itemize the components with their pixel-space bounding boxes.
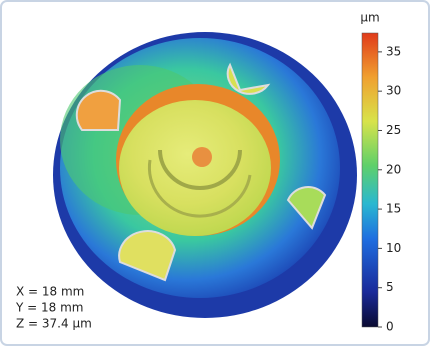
tick-label: 0 <box>386 320 394 334</box>
annotation: Z = 37.4 µm <box>16 317 92 331</box>
tick-label: 30 <box>386 84 401 98</box>
tick-label: 25 <box>386 123 401 137</box>
colorbar-unit: µm <box>360 11 379 25</box>
tick-label: 15 <box>386 202 401 216</box>
tick-label: 10 <box>386 241 401 255</box>
annotation: Y = 18 mm <box>15 301 83 315</box>
screenshot: µm 0 5 10 15 20 25 30 35 X = 18 mm Y = 18 mm Z … <box>0 0 430 346</box>
tick-label: 20 <box>386 162 401 176</box>
annotation: X = 18 mm <box>16 285 84 299</box>
tick-label: 35 <box>386 44 401 58</box>
tick-label: 5 <box>386 280 394 294</box>
surface-image <box>53 32 357 318</box>
colorbar <box>362 33 378 327</box>
